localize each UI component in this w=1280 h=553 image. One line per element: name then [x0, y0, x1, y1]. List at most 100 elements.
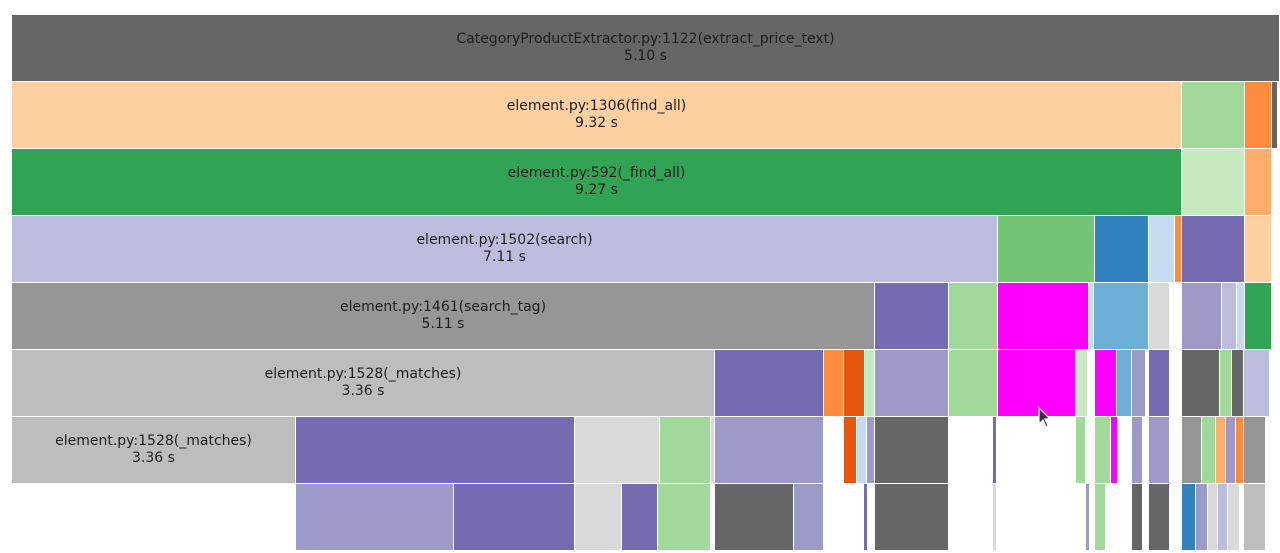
frame-block[interactable]	[1182, 417, 1202, 483]
frame-block[interactable]	[1170, 283, 1182, 349]
frame-block[interactable]	[1149, 216, 1175, 282]
frame-block[interactable]	[1182, 283, 1222, 349]
frame-matches-1[interactable]: element.py:1528(_matches) 3.36 s	[12, 350, 715, 416]
frame-block[interactable]	[1244, 417, 1266, 483]
frame-block[interactable]	[1132, 484, 1143, 550]
frame-block[interactable]	[1208, 484, 1218, 550]
frame-block[interactable]	[1218, 484, 1228, 550]
frame-block[interactable]	[715, 484, 794, 550]
frame-block[interactable]	[1132, 417, 1143, 483]
frame-block[interactable]	[1095, 417, 1111, 483]
frame-matches-2[interactable]: element.py:1528(_matches) 3.36 s	[12, 417, 296, 483]
frame-block[interactable]	[993, 484, 997, 550]
frame-time: 7.11 s	[483, 249, 526, 265]
frame-block[interactable]	[1245, 216, 1272, 282]
frame-block[interactable]	[1202, 417, 1216, 483]
frame-block[interactable]	[867, 417, 875, 483]
frame-find-all[interactable]: element.py:1306(find_all) 9.32 s	[12, 82, 1182, 148]
frame-block[interactable]	[998, 283, 1089, 349]
frame-time: 5.10 s	[624, 48, 667, 64]
frame-block[interactable]	[1076, 350, 1088, 416]
frame-block[interactable]	[844, 350, 865, 416]
frame-block[interactable]	[1245, 149, 1272, 215]
frame-block[interactable]	[1076, 417, 1086, 483]
frame-label: element.py:1306(find_all) 9.32 s	[12, 98, 1181, 132]
frame-block[interactable]	[1111, 417, 1118, 483]
frame-search[interactable]: element.py:1502(search) 7.11 s	[12, 216, 998, 282]
frame-block[interactable]	[1095, 350, 1117, 416]
frame-block[interactable]	[998, 216, 1095, 282]
frame-block[interactable]	[1272, 82, 1278, 148]
frame-block[interactable]	[1232, 350, 1244, 416]
frame-block[interactable]	[864, 484, 868, 550]
frame-block[interactable]	[296, 417, 575, 483]
frame-block[interactable]	[875, 417, 949, 483]
frame-block[interactable]	[715, 350, 824, 416]
frame-block[interactable]	[1149, 350, 1170, 416]
frame-block[interactable]	[658, 484, 711, 550]
frame-block[interactable]	[1094, 283, 1149, 349]
frame-block[interactable]	[1245, 283, 1272, 349]
frame-private-find-all[interactable]: element.py:592(_find_all) 9.27 s	[12, 149, 1182, 215]
frame-block[interactable]	[844, 417, 857, 483]
frame-block[interactable]	[1089, 283, 1094, 349]
frame-block[interactable]	[575, 417, 660, 483]
frame-block[interactable]	[1236, 417, 1244, 483]
frame-block[interactable]	[575, 484, 622, 550]
frame-time: 5.11 s	[421, 316, 465, 332]
frame-block[interactable]	[1182, 350, 1220, 416]
frame-search-tag[interactable]: element.py:1461(search_tag) 5.11 s	[12, 283, 875, 349]
frame-extract-price-text[interactable]: CategoryProductExtractor.py:1122(extract…	[12, 15, 1280, 81]
frame-block[interactable]	[1095, 216, 1149, 282]
frame-block[interactable]	[949, 283, 998, 349]
frame-time: 9.32 s	[575, 115, 618, 131]
frame-block[interactable]	[949, 350, 998, 416]
frame-block[interactable]	[794, 484, 824, 550]
frame-block[interactable]	[1182, 149, 1245, 215]
frame-block[interactable]	[1196, 484, 1208, 550]
frame-block[interactable]	[1244, 484, 1266, 550]
frame-block[interactable]	[296, 484, 454, 550]
frame-block[interactable]	[1222, 283, 1237, 349]
frame-block[interactable]	[1216, 417, 1226, 483]
frame-time: 3.36 s	[341, 383, 385, 399]
frame-time: 3.36 s	[132, 450, 175, 466]
frame-function-name: element.py:592(_find_all)	[507, 165, 686, 181]
frame-block[interactable]	[1149, 417, 1170, 483]
frame-block[interactable]	[1220, 350, 1232, 416]
frame-block[interactable]	[875, 283, 949, 349]
frame-block[interactable]	[1182, 216, 1245, 282]
frame-block[interactable]	[875, 350, 949, 416]
frame-block[interactable]	[1095, 484, 1106, 550]
frame-block[interactable]	[454, 484, 575, 550]
frame-block[interactable]	[1237, 283, 1245, 349]
frame-block[interactable]	[865, 350, 875, 416]
frame-block[interactable]	[1175, 216, 1182, 282]
frame-block[interactable]	[711, 417, 715, 483]
frame-block[interactable]	[1182, 484, 1196, 550]
frame-block[interactable]	[1226, 417, 1236, 483]
frame-block[interactable]	[1149, 484, 1170, 550]
frame-time: 9.27 s	[575, 182, 618, 198]
frame-block[interactable]	[1117, 350, 1132, 416]
frame-block[interactable]	[1228, 484, 1240, 550]
frame-block[interactable]	[660, 417, 711, 483]
frame-block[interactable]	[1245, 82, 1272, 148]
frame-block[interactable]	[1244, 350, 1270, 416]
frame-function-name: element.py:1502(search)	[416, 232, 593, 248]
mouse-pointer-icon	[1038, 407, 1052, 428]
frame-block[interactable]	[1086, 484, 1090, 550]
frame-block[interactable]	[824, 350, 844, 416]
frame-label: element.py:1502(search) 7.11 s	[12, 232, 997, 266]
frame-block[interactable]	[1182, 82, 1245, 148]
frame-block[interactable]	[715, 417, 824, 483]
frame-block[interactable]	[622, 484, 658, 550]
frame-block[interactable]	[1132, 350, 1146, 416]
frame-block[interactable]	[998, 350, 1076, 416]
frame-block[interactable]	[875, 484, 949, 550]
frame-block[interactable]	[1149, 283, 1170, 349]
frame-block[interactable]	[993, 417, 997, 483]
frame-block[interactable]	[857, 417, 867, 483]
frame-label: element.py:1528(_matches) 3.36 s	[12, 366, 714, 400]
